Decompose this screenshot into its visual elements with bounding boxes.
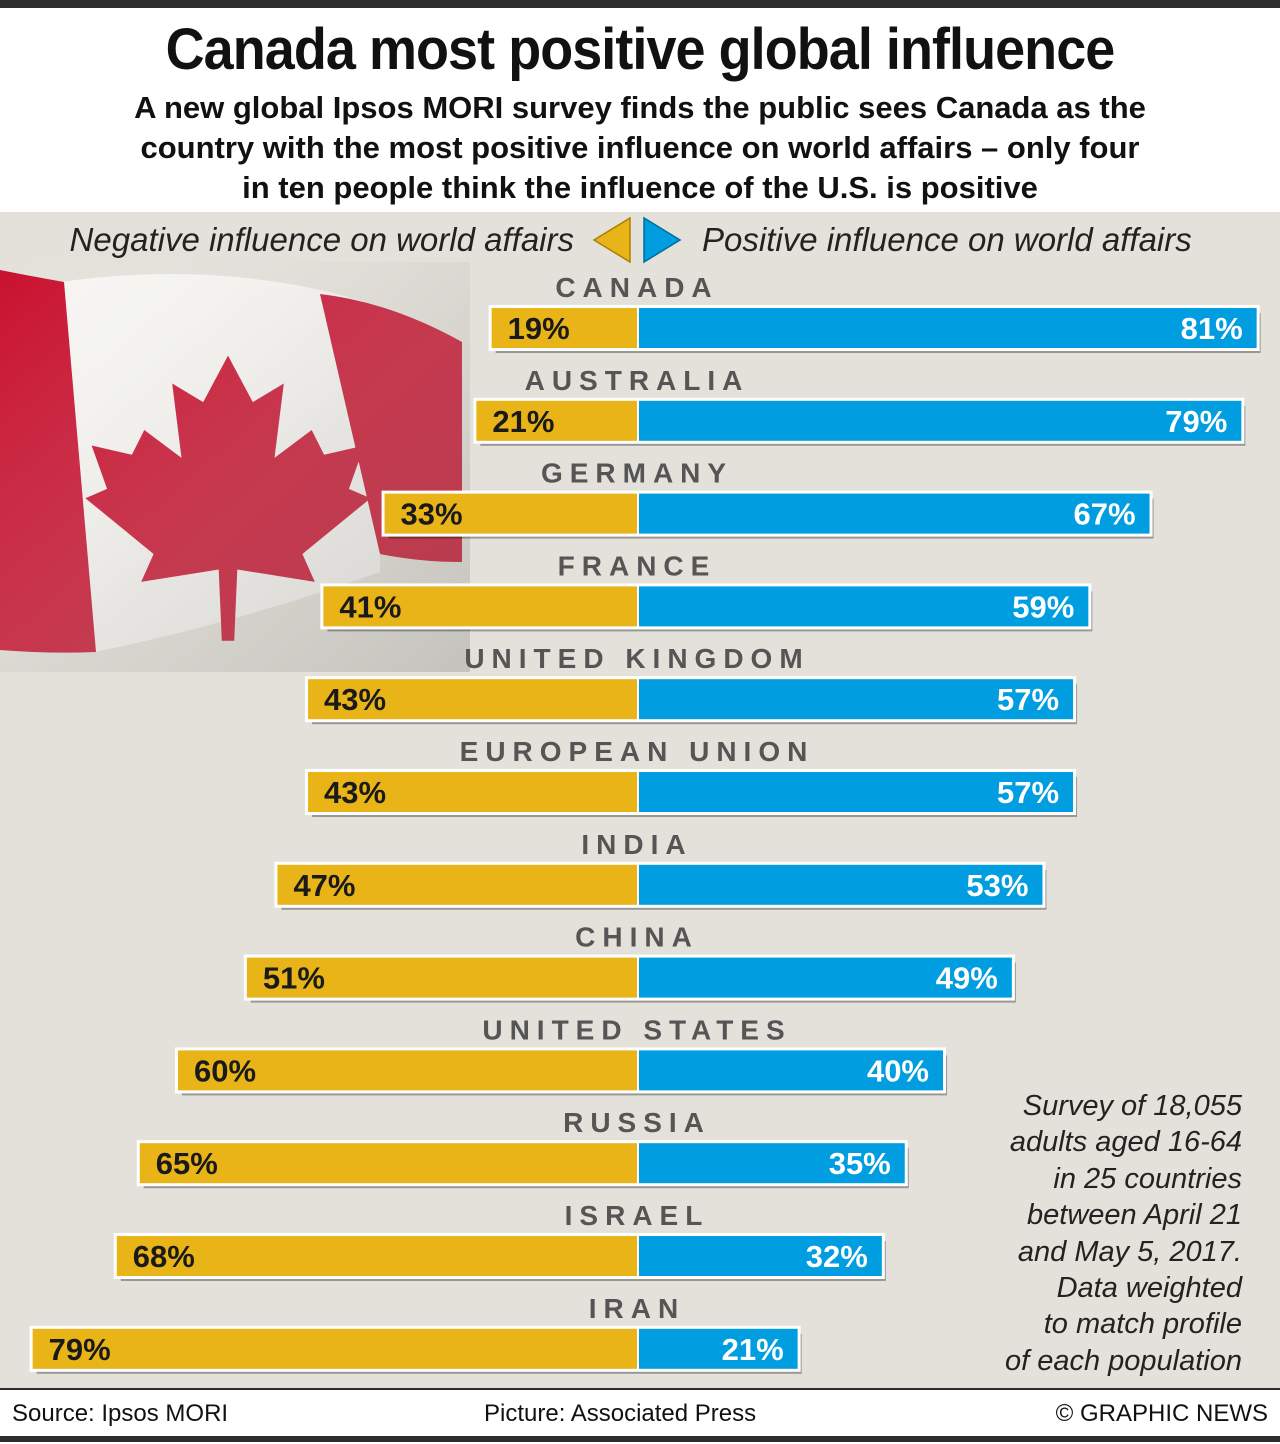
positive-value-label: 32% xyxy=(806,1239,868,1274)
positive-bar xyxy=(639,1236,882,1276)
negative-value-label: 79% xyxy=(49,1332,111,1367)
chart-subtitle: A new global Ipsos MORI survey finds the… xyxy=(40,88,1240,208)
negative-value-label: 41% xyxy=(339,589,401,624)
subtitle-line: country with the most positive influence… xyxy=(140,130,1140,165)
survey-note: Survey of 18,055 adults aged 16-64 in 25… xyxy=(942,1088,1242,1379)
canada-flag-picture xyxy=(0,262,470,672)
negative-value-label: 68% xyxy=(133,1239,195,1274)
negative-bar xyxy=(139,1143,637,1184)
country-label: UNITED KINGDOM xyxy=(464,643,809,674)
note-line: in 25 countries xyxy=(1053,1162,1242,1195)
country-label: GERMANY xyxy=(541,458,733,489)
positive-value-label: 67% xyxy=(1074,497,1136,532)
bar-divider xyxy=(637,586,639,627)
country-label: CANADA xyxy=(555,272,718,303)
negative-bar xyxy=(116,1236,638,1276)
note-line: and May 5, 2017. xyxy=(1017,1235,1242,1268)
positive-bar xyxy=(639,1050,943,1091)
positive-arrow-icon xyxy=(643,216,682,264)
bar-divider xyxy=(637,400,639,441)
footer xyxy=(0,1388,1280,1444)
positive-bar xyxy=(639,772,1074,812)
positive-bar xyxy=(639,400,1242,441)
country-label: FRANCE xyxy=(558,550,717,581)
negative-bar xyxy=(178,1050,637,1091)
note-line: between April 21 xyxy=(1027,1199,1242,1232)
negative-value-label: 60% xyxy=(194,1053,256,1088)
copyright: © GRAPHIC NEWS xyxy=(1055,1400,1268,1427)
positive-bar xyxy=(639,308,1257,348)
positive-value-label: 59% xyxy=(1012,589,1074,624)
note-line: adults aged 16-64 xyxy=(1009,1126,1242,1159)
negative-value-label: 43% xyxy=(324,682,386,717)
legend-negative: Negative influence on world affairs xyxy=(69,221,574,258)
note-line: of each population xyxy=(1004,1344,1242,1377)
positive-value-label: 57% xyxy=(997,682,1059,717)
chart-title: Canada most positive global influence xyxy=(165,17,1116,82)
negative-value-label: 65% xyxy=(156,1146,218,1181)
negative-bar xyxy=(476,400,637,441)
negative-value-label: 33% xyxy=(401,497,463,532)
positive-value-label: 81% xyxy=(1181,311,1243,346)
negative-bar xyxy=(277,864,637,905)
bar-divider xyxy=(637,679,639,720)
positive-bar xyxy=(639,586,1089,627)
legend-positive: Positive influence on world affairs xyxy=(702,221,1192,258)
bar-divider xyxy=(637,864,639,905)
positive-bar xyxy=(639,679,1074,720)
negative-value-label: 21% xyxy=(492,404,554,439)
bar-divider xyxy=(637,1143,639,1184)
country-label: INDIA xyxy=(581,829,692,860)
source-credit: Source: Ipsos MORI xyxy=(12,1400,229,1427)
negative-value-label: 51% xyxy=(263,961,325,996)
bar-divider xyxy=(637,1328,639,1369)
bar-divider xyxy=(637,1236,639,1276)
country-label: RUSSIA xyxy=(563,1107,711,1138)
subtitle-line: in ten people think the influence of the… xyxy=(242,170,1038,205)
positive-value-label: 40% xyxy=(867,1053,929,1088)
positive-value-label: 79% xyxy=(1165,404,1227,439)
positive-bar xyxy=(639,864,1043,905)
positive-bar xyxy=(639,493,1150,534)
negative-bar xyxy=(323,586,637,627)
note-line: Survey of 18,055 xyxy=(1022,1090,1242,1122)
negative-bar xyxy=(32,1328,637,1369)
negative-bar xyxy=(491,308,637,348)
positive-bar xyxy=(639,957,1012,998)
negative-bar xyxy=(308,772,637,812)
bar-divider xyxy=(637,772,639,812)
country-label: AUSTRALIA xyxy=(525,365,750,396)
positive-bar xyxy=(639,1328,798,1369)
negative-bar xyxy=(246,957,637,998)
picture-credit: Picture: Associated Press xyxy=(484,1400,757,1427)
country-label: UNITED STATES xyxy=(482,1014,791,1045)
positive-value-label: 53% xyxy=(966,868,1028,903)
negative-bar xyxy=(308,679,637,720)
positive-value-label: 21% xyxy=(722,1332,784,1367)
bar-divider xyxy=(637,957,639,998)
positive-value-label: 57% xyxy=(997,775,1059,810)
bar-divider xyxy=(637,493,639,534)
note-line: Data weighted xyxy=(1056,1272,1242,1305)
bar-divider xyxy=(637,308,639,348)
top-rule xyxy=(0,0,1280,8)
bottom-rule xyxy=(0,1436,1280,1442)
negative-value-label: 43% xyxy=(324,775,386,810)
positive-value-label: 35% xyxy=(829,1146,891,1181)
negative-bar xyxy=(384,493,637,534)
country-label: IRAN xyxy=(589,1293,685,1324)
legend-arrows-icon xyxy=(592,216,682,264)
negative-arrow-icon xyxy=(592,216,631,264)
positive-value-label: 49% xyxy=(936,961,998,996)
country-label: EUROPEAN UNION xyxy=(460,736,815,767)
negative-value-label: 19% xyxy=(508,311,570,346)
country-label: CHINA xyxy=(575,922,699,953)
note-line: to match profile xyxy=(1043,1308,1242,1341)
positive-bar xyxy=(639,1143,905,1184)
country-label: ISRAEL xyxy=(565,1200,710,1231)
negative-value-label: 47% xyxy=(293,868,355,903)
subtitle-line: A new global Ipsos MORI survey finds the… xyxy=(134,90,1146,125)
bar-divider xyxy=(637,1050,639,1091)
